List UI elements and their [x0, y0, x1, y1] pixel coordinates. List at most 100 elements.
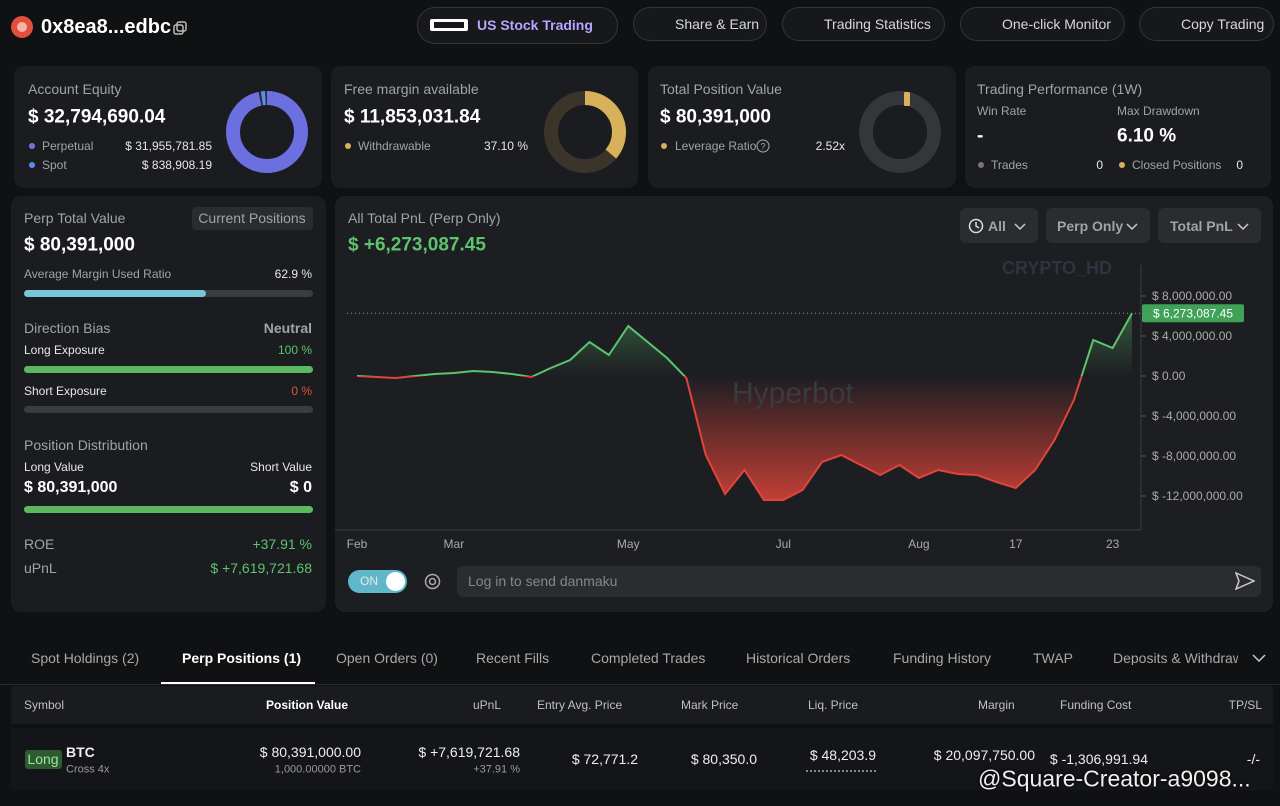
performance-title: Trading Performance (1W) [977, 81, 1143, 97]
x-tick-label: May [617, 537, 640, 551]
danmaku-toggle: ON [360, 574, 378, 588]
current-positions-button[interactable] [192, 207, 313, 230]
column-header[interactable]: Liq. Price [808, 698, 859, 712]
line-positive [357, 312, 1133, 376]
table-header [11, 686, 1273, 724]
tab[interactable]: Historical Orders [746, 650, 851, 666]
nav-monitor[interactable] [960, 7, 1125, 41]
y-tick-label: $ 0.00 [1152, 369, 1186, 383]
column-header[interactable]: TP/SL [1228, 698, 1262, 712]
settings-icon[interactable] [423, 572, 442, 591]
perp-panel [11, 196, 326, 612]
x-tick-label: Mar [444, 537, 465, 551]
y-tick-label: $ 4,000,000.00 [1152, 329, 1232, 343]
nav-stats[interactable] [782, 7, 945, 41]
long-exposure-label: Long Exposure [24, 343, 105, 357]
tabs-more[interactable] [1252, 652, 1266, 664]
nav-label: US Stock Trading [477, 17, 593, 33]
0-liq: $ 48,203.9 [809, 747, 876, 763]
nav-share[interactable] [633, 7, 767, 41]
nav-label: One-click Monitor [1002, 16, 1111, 32]
0-funding: $ -1,306,991.94 [1049, 751, 1148, 767]
tab[interactable]: Completed Trades [591, 650, 706, 666]
watermarks-0: CRYPTO_HD [1002, 258, 1113, 278]
nav-copy[interactable] [1139, 7, 1274, 41]
table-row [11, 728, 1273, 790]
row-label: Leverage Ratio [675, 139, 757, 153]
donut-track [859, 91, 941, 173]
send-icon[interactable] [1235, 572, 1255, 590]
account-address: 0x8ea8...edbc [41, 16, 172, 38]
nav-label: Share & Earn [675, 16, 760, 32]
filter[interactable] [1158, 208, 1261, 243]
chart-data-total: $ +6,273,087.45 [348, 234, 486, 256]
toggle-knob [386, 572, 405, 591]
current-value-label: $ 6,273,087.45 [1153, 306, 1233, 320]
danmaku-placeholder: Log in to send danmaku [468, 573, 618, 589]
tab[interactable]: Deposits & Withdraw [1113, 651, 1238, 665]
distribution-long-value: $ 80,391,000 [24, 479, 118, 496]
filters-2: Total PnL [1170, 218, 1233, 234]
tab-underline [161, 682, 315, 684]
help-icon[interactable]: ? [756, 139, 770, 153]
bias-label: Direction Bias [24, 320, 111, 336]
0-label: Perpetual [42, 139, 94, 153]
tab[interactable]: Open Orders (0) [336, 650, 438, 666]
position-label: Total Position Value [660, 81, 782, 97]
tab[interactable]: TWAP [1033, 650, 1073, 666]
donut-segment [544, 91, 626, 173]
position-value: $ 80,391,000 [660, 106, 771, 128]
x-tick-label: Feb [347, 537, 368, 551]
bias-value: Neutral [263, 320, 312, 336]
short-exposure-label: Short Exposure [24, 384, 107, 398]
nav-label: Trading Statistics [824, 16, 931, 32]
win-rate-label: Win Rate [977, 104, 1027, 118]
margin-ratio-value: 62.9 % [274, 267, 312, 281]
0-margin: $ 20,097,750.00 [933, 747, 1035, 763]
distribution-title: Position Distribution [24, 437, 148, 453]
row-label: Withdrawable [358, 139, 431, 153]
trades-label: Trades [991, 158, 1028, 172]
free-margin-label: Free margin available [344, 81, 479, 97]
column-header[interactable]: Margin [978, 698, 1015, 712]
legend-dot [29, 162, 35, 168]
donut-accent [904, 92, 910, 106]
short-exposure-value: 0 % [291, 384, 312, 398]
closed-label: Closed Positions [1132, 158, 1222, 172]
perp-label: Perp Total Value [24, 210, 126, 226]
current-value-tag [1142, 304, 1244, 323]
filter[interactable] [960, 208, 1038, 243]
roe-label: ROE [24, 536, 55, 552]
column-header[interactable]: Position Value [266, 698, 349, 712]
closed-value: 0 [1236, 158, 1243, 172]
margin-ratio-label: Average Margin Used Ratio [24, 267, 172, 281]
chevron [1237, 223, 1249, 231]
chart-data-title: All Total PnL (Perp Only) [348, 210, 501, 226]
column-header[interactable]: Entry Avg. Price [537, 698, 623, 712]
filter[interactable] [1046, 208, 1150, 243]
distribution-short-label: Short Value [250, 460, 312, 474]
tab[interactable]: Perp Positions (1) [182, 650, 302, 666]
legend-dot [29, 143, 35, 149]
upnl-value: $ +7,619,721.68 [210, 560, 312, 576]
column-header[interactable]: Mark Price [681, 698, 739, 712]
bar-fill [24, 290, 206, 297]
donut-segment [226, 91, 308, 173]
tab[interactable]: Spot Holdings (2) [31, 650, 140, 666]
tab[interactable]: Funding History [893, 650, 992, 666]
column-header[interactable]: uPnL [473, 698, 502, 712]
danmaku-input[interactable] [457, 566, 1261, 597]
x-tick-label: Jul [776, 537, 791, 551]
win-rate-value: - [977, 125, 984, 147]
column-header[interactable]: Funding Cost [1060, 698, 1132, 712]
copy-icon[interactable] [172, 20, 188, 36]
side-badge [25, 750, 62, 769]
0-entry: $ 72,771.2 [571, 751, 638, 767]
tab[interactable]: Recent Fills [476, 650, 550, 666]
column-header[interactable]: Symbol [24, 698, 65, 712]
row-value: 2.52x [815, 139, 845, 153]
perp-value: $ 80,391,000 [24, 234, 135, 256]
0-size: 1,000.00000 BTC [274, 763, 361, 776]
0-position-value: $ 80,391,000.00 [259, 744, 361, 760]
